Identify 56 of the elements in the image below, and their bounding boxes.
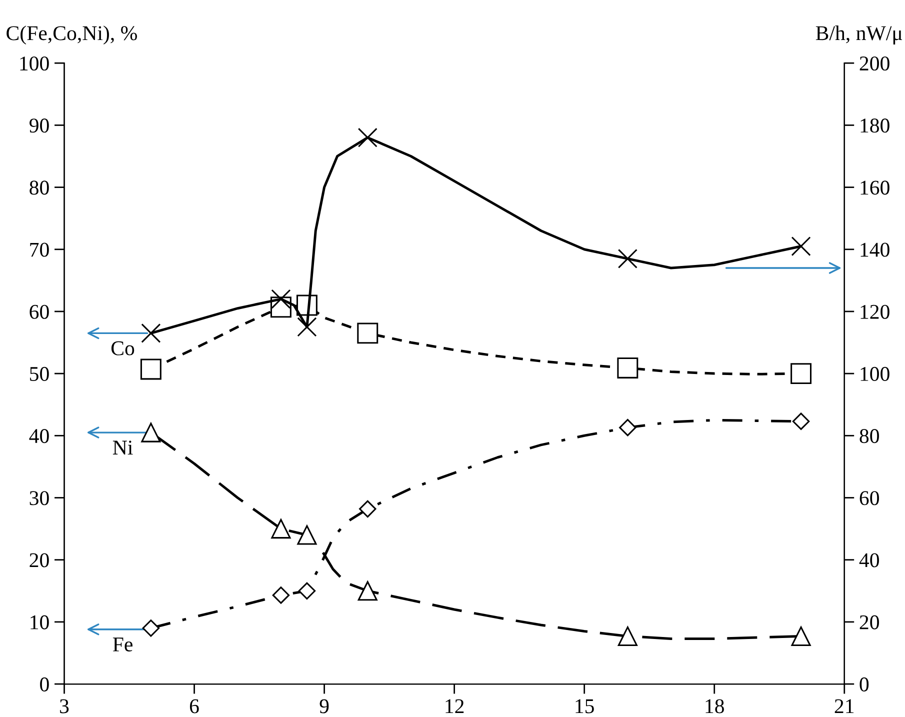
point <box>140 358 162 380</box>
annotation: Fe <box>112 638 132 652</box>
y2-tick-label: 20 <box>860 615 879 630</box>
x-tick-label: 9 <box>320 699 329 714</box>
y2-axis-title: B/h, nW/μ <box>816 26 902 44</box>
y-tick-label: 10 <box>30 615 49 630</box>
point <box>298 582 316 600</box>
y-tick-label: 90 <box>30 118 49 133</box>
x-tick-label: 21 <box>834 699 854 714</box>
point <box>297 525 317 545</box>
point <box>271 289 291 309</box>
point <box>271 518 291 539</box>
point <box>618 248 638 268</box>
y2-tick-label: 80 <box>860 429 879 444</box>
y-tick-label: 60 <box>30 304 49 319</box>
annotation: Co <box>111 341 134 356</box>
point <box>619 418 636 436</box>
y-tick-label: 30 <box>30 491 49 506</box>
x-tick-label: 6 <box>190 699 199 714</box>
y2-tick-label: 180 <box>860 118 890 133</box>
point <box>358 128 378 148</box>
point <box>141 422 161 442</box>
y-tick-label: 40 <box>29 429 49 444</box>
point <box>142 620 160 637</box>
y2-tick-label: 200 <box>860 56 890 71</box>
y2-tick-label: 160 <box>860 180 890 195</box>
y2-tick-label: 60 <box>860 491 879 506</box>
y2-tick-label: 0 <box>860 677 869 692</box>
annotation: Ni <box>112 440 133 454</box>
y-tick-label: 50 <box>30 366 49 381</box>
point <box>791 626 811 646</box>
x-tick-label: 15 <box>576 699 594 714</box>
point <box>297 317 317 337</box>
point <box>791 236 811 256</box>
y-tick-label: 0 <box>40 677 49 692</box>
point <box>358 581 378 601</box>
y2-tick-label: 140 <box>860 242 890 257</box>
y-tick-label: 70 <box>30 242 49 257</box>
x-tick-label: 18 <box>706 699 724 714</box>
point <box>790 363 812 384</box>
point <box>617 357 638 378</box>
y2-tick-label: 100 <box>860 366 890 381</box>
point <box>141 323 161 343</box>
y-tick-label: 80 <box>30 180 49 195</box>
y2-tick-label: 120 <box>860 304 890 319</box>
point <box>357 322 378 344</box>
point <box>792 412 810 430</box>
x-tick-label: 3 <box>60 699 69 714</box>
y-tick-label: 20 <box>30 553 49 568</box>
y-axis-title: C(Fe,Co,Ni), % <box>6 26 137 44</box>
point <box>272 586 290 604</box>
y-tick-label: 100 <box>20 56 49 71</box>
point <box>618 626 638 646</box>
x-tick-label: 12 <box>446 699 464 714</box>
y2-tick-label: 40 <box>859 553 879 568</box>
point <box>359 500 376 518</box>
